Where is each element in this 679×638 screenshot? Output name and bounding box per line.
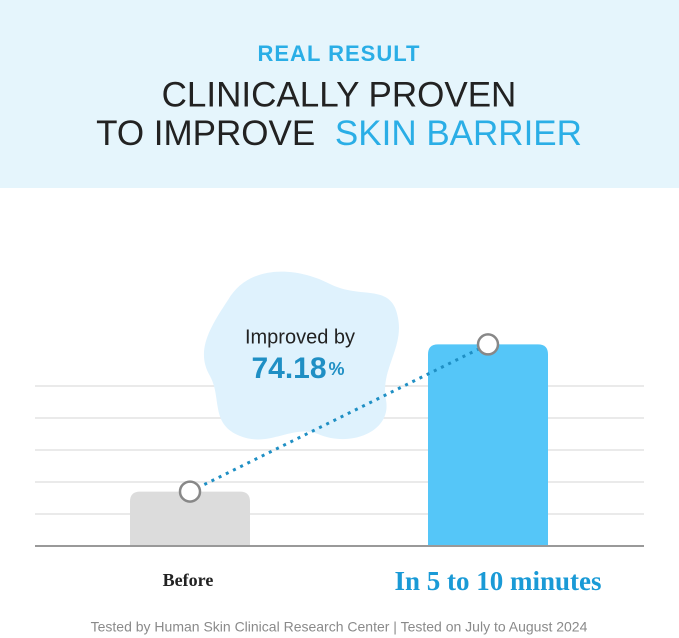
point-marker: [178, 480, 202, 503]
annotation-number: 74.18: [251, 352, 326, 385]
title-line: CLINICALLY PROVEN: [162, 75, 517, 114]
title-line: TO IMPROVE SKIN BARRIER: [96, 114, 582, 153]
bar: [130, 491, 250, 546]
header-background: [0, 0, 679, 188]
bar: [428, 344, 548, 546]
annotation-unit: %: [329, 359, 345, 379]
footnote: Tested by Human Skin Clinical Research C…: [91, 619, 588, 635]
annotation-value: 74.18%: [251, 352, 344, 385]
annotation-blob: [203, 271, 399, 440]
point-marker: [476, 333, 500, 356]
title-text: TO IMPROVE: [96, 114, 315, 153]
x-tick-label: Before: [163, 570, 214, 590]
kicker: REAL RESULT: [258, 41, 421, 66]
title-highlight: SKIN BARRIER: [335, 114, 582, 153]
plot: Before In 5 to 10 minutes Improved by 74.18…: [35, 271, 644, 596]
x-tick-label: In 5 to 10 minutes: [394, 566, 601, 596]
annotation-text: Improved by: [245, 326, 355, 348]
